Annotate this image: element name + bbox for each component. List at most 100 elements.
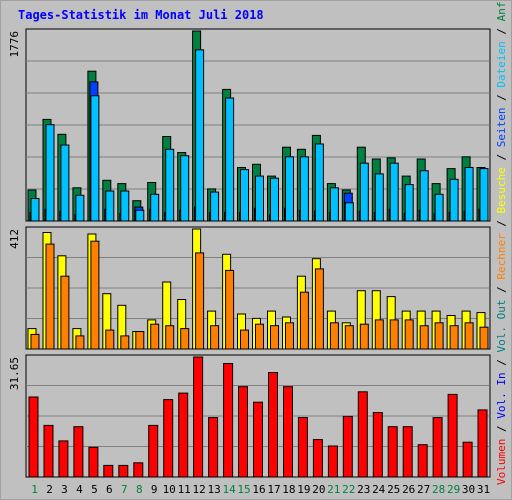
bar-rechner-10	[165, 325, 175, 350]
bar-rechner-5	[90, 240, 100, 350]
bar-volumen-18	[283, 386, 293, 478]
bar-dateien-31	[479, 168, 489, 222]
bar-rechner-2	[45, 243, 55, 350]
bar-rechner-6	[105, 329, 115, 350]
legend-anfragen: Anfragen	[495, 0, 508, 21]
bar-dateien-18	[285, 156, 294, 222]
bar-volumen-19	[297, 417, 308, 478]
bar-rechner-17	[270, 325, 279, 350]
bar-rechner-7	[120, 335, 130, 350]
panel-bot	[25, 354, 491, 478]
bar-rechner-18	[285, 322, 294, 350]
x-label-11: 11	[178, 483, 191, 496]
x-label-5: 5	[91, 483, 98, 496]
bar-volumen-3	[58, 440, 69, 478]
bar-volumen-4	[73, 426, 84, 478]
bar-volumen-6	[103, 464, 114, 478]
panel-top	[25, 28, 491, 222]
bar-rechner-4	[75, 335, 85, 350]
bar-dateien-11	[180, 155, 190, 222]
bar-dateien-30	[464, 167, 474, 222]
bar-volumen-26	[402, 426, 413, 478]
bar-dateien-2	[45, 124, 55, 222]
bar-dateien-1	[30, 198, 40, 222]
bar-rechner-20	[314, 268, 324, 350]
bar-volumen-30	[462, 441, 473, 478]
x-label-16: 16	[252, 483, 265, 496]
bar-dateien-16	[255, 175, 264, 222]
bar-dateien-5	[90, 95, 100, 222]
legend-besuche: Besuche	[495, 167, 508, 213]
bar-rechner-26	[404, 319, 414, 350]
bar-rechner-3	[60, 275, 70, 350]
x-label-29: 29	[447, 483, 460, 496]
bar-dateien-23	[359, 162, 369, 222]
panel-mid	[25, 226, 491, 350]
bar-dateien-22	[344, 202, 354, 222]
legend-text: Volumen / Vol. In / Vol. Out / Rechner /…	[495, 0, 508, 485]
legend-dateien: Dateien	[495, 41, 508, 87]
legend-volumen: Volumen	[495, 439, 508, 485]
bar-volumen-11	[178, 392, 189, 478]
x-label-17: 17	[267, 483, 280, 496]
bar-volumen-28	[432, 417, 443, 478]
bar-volumen-12	[193, 356, 204, 478]
bar-rechner-19	[299, 291, 309, 350]
bar-volumen-8	[133, 462, 144, 478]
bar-rechner-24	[374, 319, 384, 350]
x-label-30: 30	[462, 483, 475, 496]
bar-volumen-27	[417, 444, 428, 478]
bar-dateien-6	[105, 190, 115, 222]
x-label-19: 19	[297, 483, 310, 496]
x-label-18: 18	[282, 483, 295, 496]
x-label-31: 31	[477, 483, 490, 496]
legend-sep: /	[495, 280, 508, 300]
bar-volumen-25	[387, 426, 398, 478]
bar-volumen-31	[477, 409, 488, 478]
bar-volumen-20	[312, 439, 323, 478]
x-label-1: 1	[31, 483, 38, 496]
bar-rechner-1	[30, 333, 40, 350]
bar-dateien-15	[240, 169, 249, 222]
bar-volumen-9	[148, 424, 159, 478]
legend-sep: /	[495, 147, 508, 167]
bar-rechner-14	[225, 269, 235, 350]
bar-volumen-21	[327, 445, 338, 478]
x-label-2: 2	[46, 483, 53, 496]
bar-rechner-13	[210, 325, 220, 350]
bar-rechner-9	[150, 323, 160, 350]
chart-title: Tages-Statistik im Monat Juli 2018	[18, 8, 264, 22]
bar-volumen-24	[372, 412, 383, 478]
legend-sep: /	[495, 21, 508, 41]
legend-sep: /	[495, 353, 508, 373]
bar-dateien-26	[404, 184, 414, 222]
x-label-7: 7	[121, 483, 128, 496]
bar-dateien-28	[434, 193, 444, 222]
bar-volumen-14	[223, 363, 234, 478]
legend-sep: /	[495, 88, 508, 108]
bar-rechner-12	[195, 252, 205, 350]
bar-volumen-16	[253, 401, 263, 478]
x-label-27: 27	[417, 483, 430, 496]
x-label-12: 12	[192, 483, 205, 496]
bar-dateien-12	[195, 49, 205, 222]
bar-dateien-19	[299, 156, 309, 222]
bar-rechner-21	[329, 322, 339, 350]
bar-volumen-10	[163, 399, 174, 478]
legend-rechner: Rechner	[495, 233, 508, 280]
bar-rechner-30	[464, 322, 474, 350]
x-axis-labels: 1 2 3 4 5 6 7 8 9 10 11 12 13 14 15 16 17 18 19 20 21 22 23 24 2…	[31, 483, 490, 496]
bar-dateien-10	[165, 148, 175, 222]
x-label-9: 9	[151, 483, 158, 496]
x-label-24: 24	[372, 483, 386, 496]
legend-sep: /	[495, 419, 508, 439]
bar-dateien-20	[314, 143, 324, 222]
bar-rechner-31	[479, 326, 489, 350]
bar-dateien-8	[135, 209, 145, 222]
bar-dateien-9	[150, 193, 160, 222]
bar-dateien-13	[210, 191, 220, 222]
bar-rechner-27	[419, 325, 429, 350]
bar-dateien-17	[270, 177, 279, 222]
bar-dateien-29	[449, 178, 459, 222]
